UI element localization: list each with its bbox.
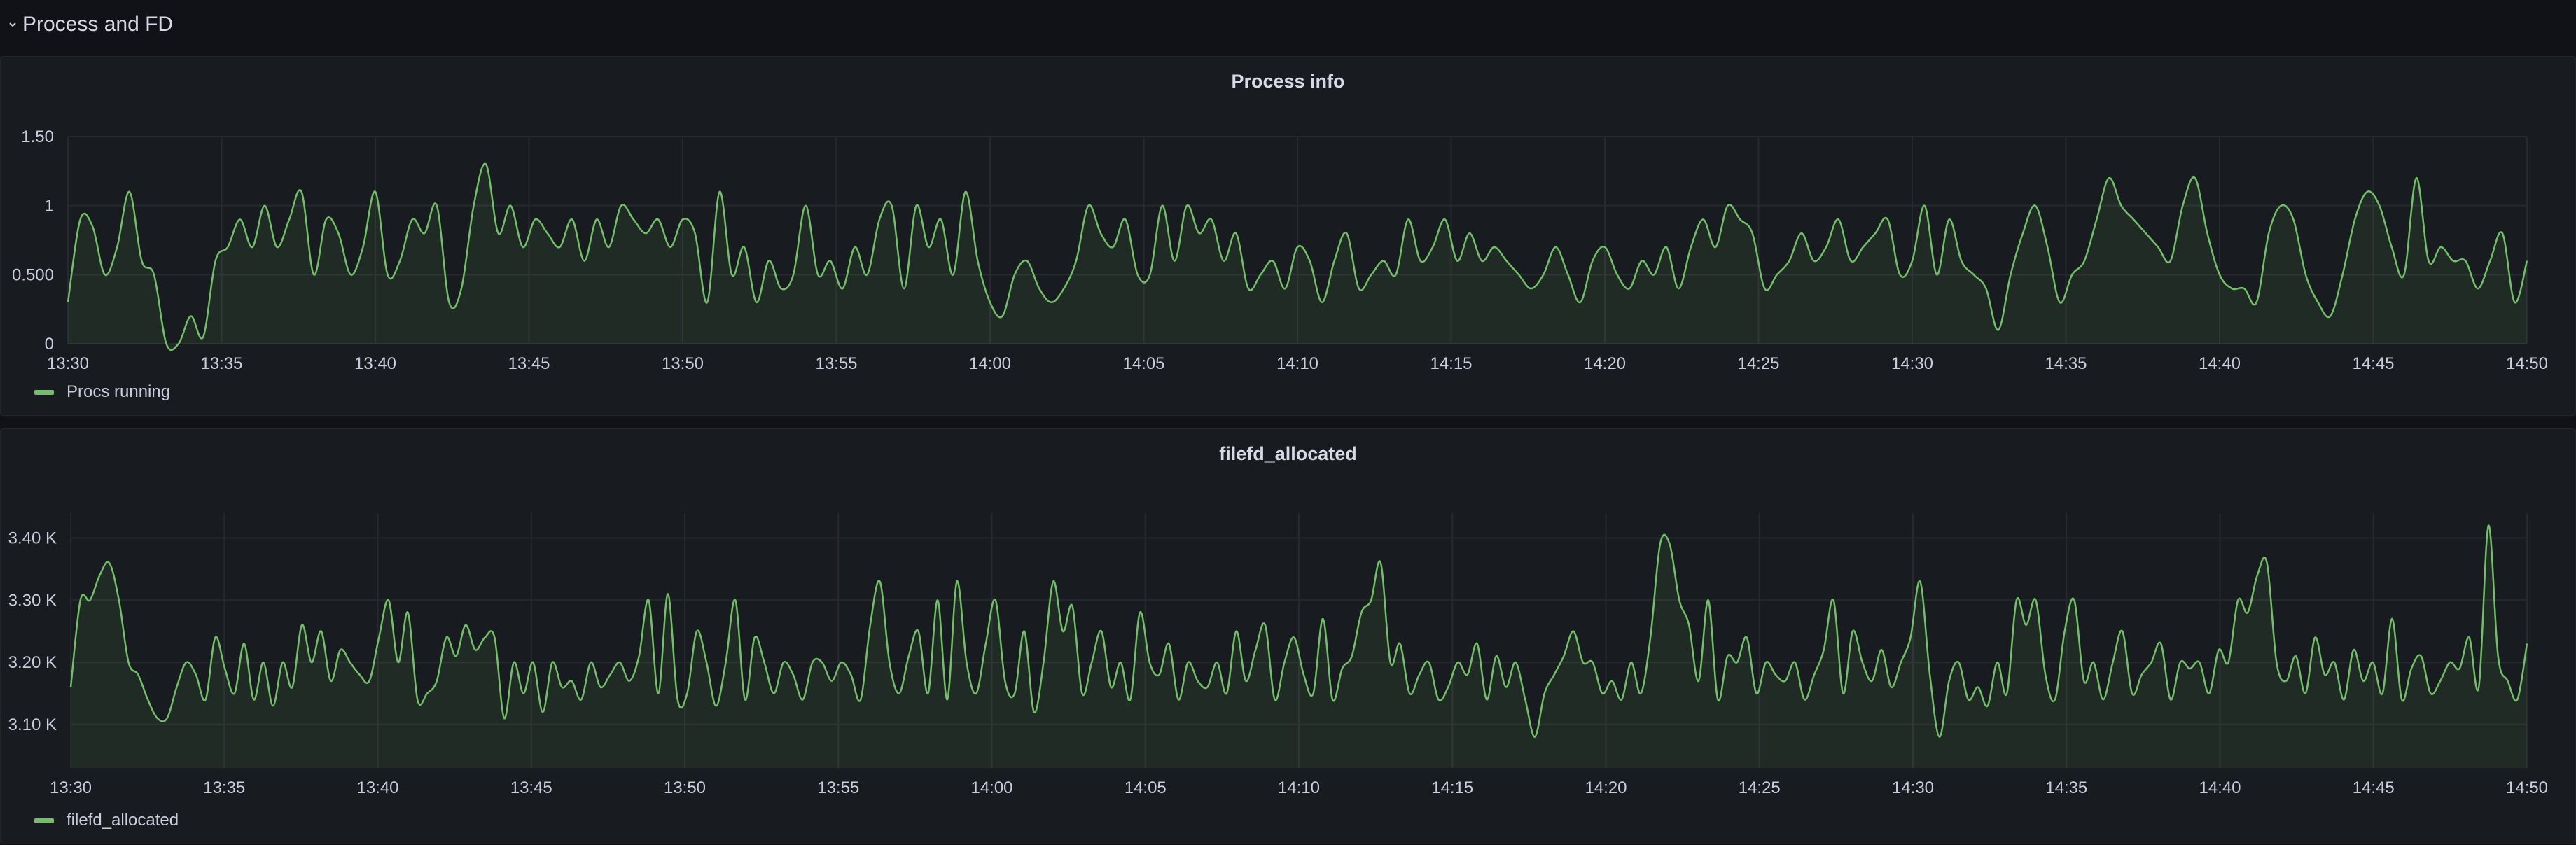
series-area bbox=[68, 163, 2527, 350]
x-tick-label: 14:05 bbox=[1122, 354, 1164, 373]
x-tick-label: 14:30 bbox=[1891, 354, 1933, 373]
y-tick-label: 3.20 K bbox=[8, 653, 57, 672]
y-tick-label: 3.10 K bbox=[8, 715, 57, 734]
x-tick-label: 13:40 bbox=[356, 778, 398, 797]
x-tick-label: 14:35 bbox=[2045, 778, 2087, 797]
legend-swatch bbox=[34, 818, 54, 823]
x-tick-label: 14:15 bbox=[1430, 354, 1472, 373]
y-tick-label: 1.50 bbox=[21, 127, 54, 146]
x-tick-label: 14:15 bbox=[1431, 778, 1473, 797]
legend-swatch bbox=[34, 389, 54, 395]
x-tick-label: 14:10 bbox=[1276, 354, 1318, 373]
x-tick-label: 14:45 bbox=[2352, 354, 2394, 373]
x-tick-label: 14:05 bbox=[1125, 778, 1167, 797]
panel-filefd-allocated[interactable]: filefd_allocated 3.10 K 3.20 K 3.30 K 3.40 … bbox=[0, 428, 2576, 844]
x-tick-label: 14:25 bbox=[1737, 354, 1779, 373]
x-tick-label: 14:20 bbox=[1584, 354, 1626, 373]
panel-process-info[interactable]: Process info 0 0.500 1 1.50 13:30 13:35 13:40 1… bbox=[0, 56, 2576, 416]
filefd-allocated-chart[interactable]: 3.10 K 3.20 K 3.30 K 3.40 K 13:30 13:35 13:40 1… bbox=[1, 429, 2576, 845]
x-tick-label: 13:35 bbox=[200, 354, 242, 373]
x-tick-label: 13:40 bbox=[354, 354, 396, 373]
x-tick-label: 14:00 bbox=[969, 354, 1011, 373]
x-tick-label: 14:50 bbox=[2506, 778, 2548, 797]
series-line[interactable] bbox=[67, 162, 2528, 351]
x-tick-label: 13:50 bbox=[664, 778, 706, 797]
chevron-down-icon[interactable] bbox=[4, 16, 21, 33]
x-tick-label: 14:40 bbox=[2199, 354, 2241, 373]
x-tick-label: 14:10 bbox=[1278, 778, 1320, 797]
y-tick-label: 1 bbox=[45, 197, 54, 216]
x-tick-label: 13:30 bbox=[47, 354, 89, 373]
x-tick-label: 13:45 bbox=[510, 778, 552, 797]
x-tick-label: 13:35 bbox=[203, 778, 245, 797]
y-tick-label: 0.500 bbox=[12, 265, 54, 284]
x-tick-label: 13:50 bbox=[662, 354, 704, 373]
x-tick-label: 14:45 bbox=[2353, 778, 2395, 797]
x-tick-label: 13:55 bbox=[815, 354, 857, 373]
legend-item-filefd-allocated[interactable]: filefd_allocated bbox=[34, 811, 179, 830]
legend-label: Procs running bbox=[67, 382, 171, 401]
x-tick-label: 14:30 bbox=[1892, 778, 1934, 797]
x-tick-label: 14:50 bbox=[2506, 354, 2548, 373]
x-tick-label: 14:20 bbox=[1585, 778, 1627, 797]
y-tick-label: 3.30 K bbox=[8, 591, 57, 610]
x-tick-label: 13:45 bbox=[508, 354, 550, 373]
panel-title: filefd_allocated bbox=[1219, 443, 1357, 464]
y-tick-label: 3.40 K bbox=[8, 529, 57, 548]
row-title: Process and FD bbox=[22, 13, 174, 36]
chevron-down-glyph bbox=[9, 22, 16, 27]
x-tick-label: 14:35 bbox=[2045, 354, 2087, 373]
panel-title: Process info bbox=[1231, 71, 1345, 92]
x-tick-label: 13:30 bbox=[50, 778, 92, 797]
legend-item-procs-running[interactable]: Procs running bbox=[34, 382, 170, 402]
series-area bbox=[71, 525, 2527, 768]
x-tick-label: 14:40 bbox=[2199, 778, 2241, 797]
y-tick-label: 0 bbox=[45, 335, 54, 354]
series-line[interactable] bbox=[69, 524, 2528, 738]
legend-label: filefd_allocated bbox=[67, 811, 179, 830]
row-header[interactable]: Process and FD bbox=[0, 0, 2576, 49]
process-info-chart[interactable]: 0 0.500 1 1.50 13:30 13:35 13:40 13:45 13:50 13:5… bbox=[1, 57, 2576, 417]
x-tick-label: 13:55 bbox=[817, 778, 859, 797]
x-tick-label: 14:00 bbox=[970, 778, 1012, 797]
x-tick-label: 14:25 bbox=[1739, 778, 1781, 797]
